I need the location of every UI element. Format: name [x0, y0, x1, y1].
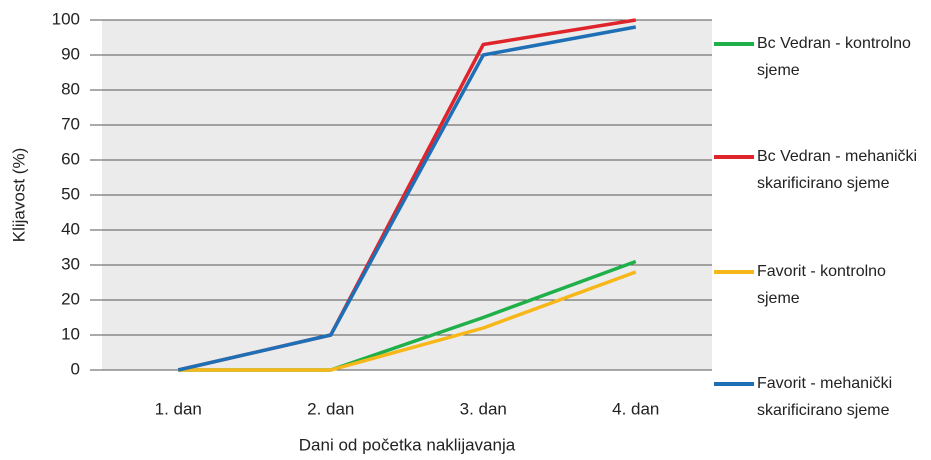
- legend-swatch: [714, 270, 754, 274]
- series-line: [178, 270, 637, 372]
- legend-label: Bc Vedran - mehanički skarificirano sjem…: [757, 148, 918, 192]
- x-tick-label: 1. dan: [155, 399, 202, 418]
- legend-item: Favorit - kontrolno sjeme: [714, 258, 929, 312]
- legend-swatch: [714, 155, 754, 159]
- legend-label: Favorit - mehanički skarificirano sjeme: [757, 375, 893, 419]
- y-tick-label: 10: [61, 324, 80, 343]
- y-tick-label: 60: [61, 149, 80, 168]
- y-tick-label: 70: [61, 114, 80, 133]
- y-tick-label: 20: [61, 289, 80, 308]
- x-tick-label: 4. dan: [612, 399, 659, 418]
- x-tick-label: 3. dan: [460, 399, 507, 418]
- y-tick-label: 80: [61, 79, 80, 98]
- y-tick-label: 90: [61, 44, 80, 63]
- y-tick-label: 30: [61, 254, 80, 273]
- legend-swatch: [714, 382, 754, 386]
- legend-label: Bc Vedran - kontrolno sjeme: [757, 35, 911, 79]
- y-tick-label: 0: [71, 359, 80, 378]
- legend-swatch: [714, 42, 754, 46]
- y-tick-label: 50: [61, 184, 80, 203]
- legend-item: Favorit - mehanički skarificirano sjeme: [714, 370, 929, 424]
- legend-item: Bc Vedran - mehanički skarificirano sjem…: [714, 143, 929, 197]
- y-tick-label: 100: [52, 9, 80, 28]
- x-tick-label: 2. dan: [307, 399, 354, 418]
- y-axis-label: Klijavost (%): [9, 148, 28, 242]
- legend-label: Favorit - kontrolno sjeme: [757, 263, 886, 307]
- legend-item: Bc Vedran - kontrolno sjeme: [714, 30, 929, 84]
- x-axis-label: Dani od početka naklijavanja: [299, 435, 516, 454]
- series-line: [177, 25, 637, 372]
- y-tick-label: 40: [61, 219, 80, 238]
